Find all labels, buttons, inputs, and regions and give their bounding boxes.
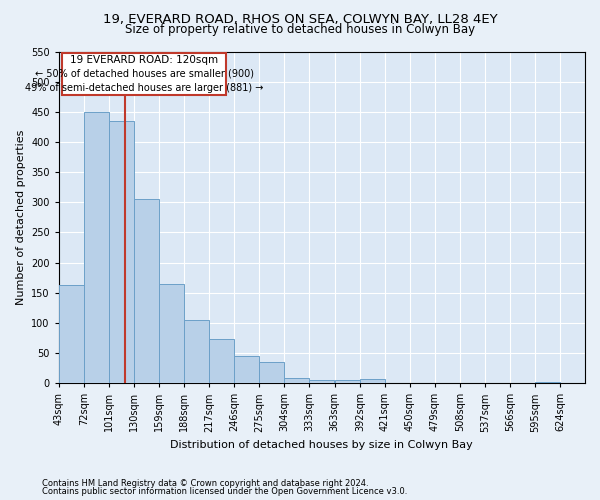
Bar (535, 382, 560, 383)
Bar (335, 380, 360, 383)
Bar (159, 284, 184, 383)
Bar (109, 121, 134, 383)
Text: ← 50% of detached houses are smaller (900): ← 50% of detached houses are smaller (90… (35, 69, 254, 79)
Y-axis label: Number of detached properties: Number of detached properties (16, 130, 26, 305)
Bar (234, 356, 259, 383)
Bar (209, 339, 234, 383)
Bar (84, 112, 109, 383)
X-axis label: Distribution of detached houses by size in Colwyn Bay: Distribution of detached houses by size … (170, 440, 473, 450)
Text: 49% of semi-detached houses are larger (881) →: 49% of semi-detached houses are larger (… (25, 83, 263, 93)
Text: Contains public sector information licensed under the Open Government Licence v3: Contains public sector information licen… (42, 487, 407, 496)
Text: Contains HM Land Registry data © Crown copyright and database right 2024.: Contains HM Land Registry data © Crown c… (42, 478, 368, 488)
Bar (134, 199, 159, 383)
Text: 19, EVERARD ROAD, RHOS ON SEA, COLWYN BAY, LL28 4EY: 19, EVERARD ROAD, RHOS ON SEA, COLWYN BA… (103, 12, 497, 26)
Bar (184, 320, 209, 383)
Text: 19 EVERARD ROAD: 120sqm: 19 EVERARD ROAD: 120sqm (70, 54, 218, 64)
FancyBboxPatch shape (62, 52, 226, 95)
Bar (309, 380, 334, 383)
Bar (284, 378, 309, 383)
Bar (259, 362, 284, 383)
Text: Size of property relative to detached houses in Colwyn Bay: Size of property relative to detached ho… (125, 22, 475, 36)
Bar (360, 379, 385, 383)
Bar (59, 285, 84, 383)
